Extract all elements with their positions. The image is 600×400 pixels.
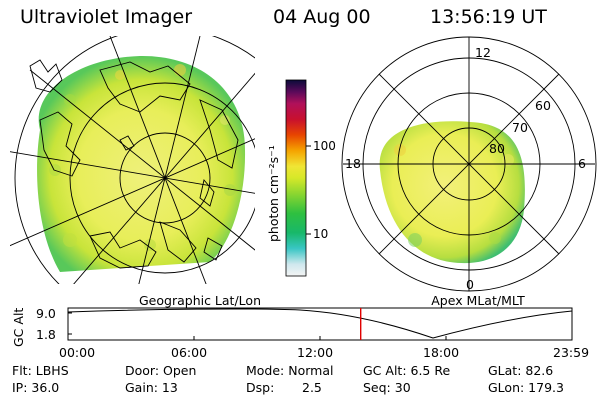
colorbar-gradient: [285, 79, 307, 277]
mlt-6-label: 6: [578, 156, 586, 171]
oval-speckles: [394, 144, 514, 247]
timeline-ticks: [68, 312, 447, 340]
time-readout: 13:56:19 UT: [430, 6, 547, 28]
sequence-readout: Seq: 30: [363, 380, 411, 395]
timeline-xtick-4: 23:59: [553, 345, 589, 360]
colorbar-tick-10: 10: [313, 227, 328, 241]
mode-readout: Mode: Normal: [246, 363, 334, 378]
mlt-0-label: 0: [466, 277, 474, 292]
app-title: Ultraviolet Imager: [20, 6, 193, 28]
timeline-ytick-high: 9.0: [36, 306, 56, 321]
colorbar-tick-100: 100: [313, 139, 336, 153]
dsp-value: 2.5: [302, 380, 322, 395]
glat-readout: GLat: 82.6: [488, 363, 554, 378]
apex-polar-panel: 12 18 6 0 60 70 80: [341, 36, 597, 292]
gain-readout: Gain: 13: [125, 380, 178, 395]
timeline-xtick-0: 00:00: [59, 345, 95, 360]
timeline-xtick-3: 18:00: [423, 345, 459, 360]
filter-readout: Flt: LBHS: [12, 363, 69, 378]
polar-grid: [341, 36, 597, 292]
altitude-curve: [67, 308, 573, 339]
gc-altitude-readout: GC Alt: 6.5 Re: [363, 363, 451, 378]
geographic-panel-caption: Geographic Lat/Lon: [139, 293, 261, 308]
apex-panel-caption: Apex MLat/MLT: [431, 293, 525, 308]
timeline-xtick-2: 12:00: [297, 345, 333, 360]
geographic-grid: [10, 36, 255, 284]
timeline-xtick-1: 06:00: [171, 345, 207, 360]
timeline-ylabel: GC Alt: [11, 308, 26, 347]
auroral-oval-geographic: [37, 55, 246, 272]
coastline-outlines: [29, 59, 239, 269]
door-readout: Door: Open: [125, 363, 197, 378]
mlat-60-label: 60: [535, 98, 551, 113]
altitude-timeline: [67, 307, 573, 341]
geographic-image-panel: [10, 36, 255, 284]
timeline-frame: [67, 307, 573, 341]
glon-readout: GLon: 179.3: [488, 380, 564, 395]
mlat-70-label: 70: [512, 120, 528, 135]
mlat-80-label: 80: [489, 141, 505, 156]
timeline-ytick-low: 1.8: [36, 327, 56, 342]
dsp-label: Dsp:: [246, 380, 275, 395]
mlt-12-label: 12: [475, 45, 491, 60]
ip-readout: IP: 36.0: [12, 380, 60, 395]
auroral-oval-magnetic: [379, 121, 525, 264]
colorbar-label: photon cm⁻²s⁻¹: [266, 145, 281, 242]
mlt-18-label: 18: [345, 156, 361, 171]
date-readout: 04 Aug 00: [273, 6, 371, 28]
